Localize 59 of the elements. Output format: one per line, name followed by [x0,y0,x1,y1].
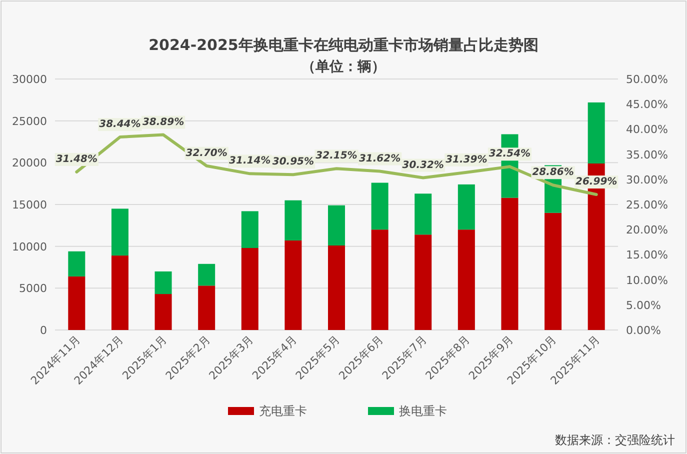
data-label: 31.14% [229,156,271,167]
y-tick-label: 25000 [12,114,47,128]
bar [241,211,258,248]
bar [154,271,172,294]
data-label: 32.70% [186,148,228,159]
legend-label: 充电重卡 [259,404,307,418]
data-label: 31.62% [358,153,401,164]
y2-tick-label: 0.00% [626,324,661,337]
bar [154,294,172,330]
data-label: 28.86% [532,167,574,178]
data-label: 31.39% [446,154,488,166]
y2-tick-label: 10.00% [626,274,668,287]
y2-tick-label: 45.00% [626,98,668,112]
bar [328,245,345,330]
bar [284,200,302,240]
bar [198,286,216,330]
y-tick-label: 15000 [12,198,47,212]
legend-label: 换电重卡 [399,404,447,418]
bar [284,240,302,330]
data-label: 30.32% [402,160,444,171]
data-label: 30.95% [272,156,314,168]
y-tick-label: 5000 [19,282,47,296]
y2-tick-label: 15.00% [626,248,668,262]
source-note: 数据来源：交强险统计 [555,433,675,447]
bar [68,276,86,330]
bar [544,212,562,330]
y2-tick-label: 30.00% [626,173,668,186]
bar [458,184,475,230]
y2-tick-label: 40.00% [626,123,668,136]
y2-tick-label: 25.00% [626,198,668,212]
bar [111,256,128,330]
data-label: 38.89% [142,116,184,128]
bar [198,264,216,286]
y-tick-label: 20000 [12,156,47,170]
y2-tick-label: 20.00% [626,224,668,237]
y2-tick-label: 35.00% [626,148,668,162]
bar [111,208,128,256]
bar [241,248,258,330]
bar [414,194,432,235]
data-label: 38.44% [99,119,141,130]
data-label: 26.99% [576,176,618,188]
bar [588,102,605,164]
y2-tick-label: 50.00% [626,73,668,86]
bar [371,182,388,230]
bar [414,234,432,330]
bar [328,205,345,246]
y-tick-label: 30000 [12,73,47,86]
data-label: 31.48% [56,154,98,165]
bar [371,230,388,330]
y-tick-label: 10000 [12,240,47,254]
bar [458,230,475,330]
data-label: 32.54% [488,148,531,160]
bar [68,251,86,276]
bar [501,198,518,330]
y2-tick-label: 5.00% [626,298,661,312]
y-tick-label: 0 [40,324,47,337]
chart-title: 2024-2025年换电重卡在纯电动重卡市场销量占比走势图 [148,36,538,54]
chart-subtitle: （单位：辆） [302,59,386,75]
data-label: 32.15% [316,150,358,162]
